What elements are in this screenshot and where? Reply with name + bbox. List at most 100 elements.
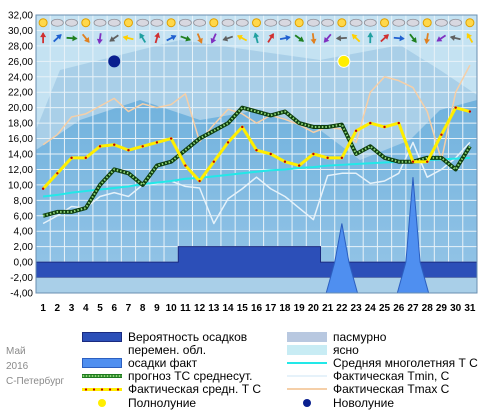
series-fact-avg-point: [98, 145, 102, 148]
sun-icon: [422, 18, 432, 28]
y-tick-label: 8,00: [14, 196, 34, 207]
wind-arrow-icon: [222, 35, 234, 42]
wind-arrow-icon: [66, 35, 78, 42]
legend-label: Фактическая средн. Т С: [128, 382, 262, 397]
moon-markers: [108, 54, 351, 68]
wind-arrow-icon: [351, 33, 361, 43]
legend-item-fact_tmin: Фактическая Tmin, C: [287, 369, 449, 383]
legend-swatch: [303, 398, 311, 407]
wind-arrow-icon: [166, 35, 177, 42]
wind-arrow-head: [335, 35, 342, 42]
new-moon-marker: [108, 55, 121, 68]
wind-arrow-head: [84, 37, 90, 43]
x-tick-label: 17: [265, 303, 277, 314]
series-fact-avg-point: [397, 121, 400, 125]
caption-year: 2016: [6, 361, 29, 372]
x-tick-label: 25: [379, 303, 391, 314]
wind-arrow-icon: [335, 35, 347, 42]
cloud-icon: [178, 18, 192, 27]
wind-arrow-icon: [96, 33, 103, 45]
y-tick-label: 32,00: [8, 11, 33, 22]
legend-swatch: [82, 374, 122, 379]
sky-light-band: [36, 15, 477, 130]
y-tick-label: 26,00: [8, 57, 33, 68]
series-fact-avg-point: [184, 164, 187, 167]
wind-arrow-head: [310, 38, 317, 45]
wind-arrow-head: [139, 33, 145, 39]
wind-arrow-icon: [294, 34, 305, 42]
wind-arrow-head: [253, 32, 260, 38]
wind-arrow-head: [96, 38, 103, 45]
legend-swatch: [82, 357, 122, 368]
legend-swatch: [82, 387, 122, 391]
legend-item-fact_avg: Фактическая средн. Т С: [82, 382, 262, 397]
wind-arrow-head: [210, 37, 217, 44]
series-fact_tmin: [42, 141, 471, 225]
series-fact-avg-point: [41, 187, 45, 190]
wind-arrow-icon: [81, 33, 90, 43]
series-fact-avg-point: [454, 106, 457, 109]
series-fact-avg-point: [283, 160, 287, 163]
wind-arrow-icon: [40, 32, 47, 44]
caption: Май 2016 С-Петербург: [6, 344, 64, 389]
x-tick-label: 6: [111, 303, 117, 314]
wind-arrow-head: [449, 35, 456, 41]
cloud-icon: [321, 18, 335, 27]
legend-label: Вероятность осадков: [128, 329, 248, 344]
legend-label: Средняя многолетняя Т С: [333, 355, 478, 370]
x-tick-label: 4: [83, 303, 89, 314]
legend-item-overcast: пасмурно: [287, 330, 386, 344]
caption-city: С-Петербург: [6, 376, 65, 387]
x-tick-label: 23: [351, 303, 363, 314]
x-tick-label: 16: [251, 303, 263, 314]
x-tick-label: 15: [237, 303, 249, 314]
legend-item-forecast_t: прогноз ТС среднесут.: [82, 369, 252, 383]
y-tick-label: 0,00: [14, 258, 34, 269]
x-tick-label: 2: [55, 303, 61, 314]
wind-arrow-head: [40, 32, 47, 38]
cloud-icon: [221, 18, 235, 27]
x-tick-label: 3: [69, 303, 75, 314]
x-tick-label: 9: [154, 303, 160, 314]
legend-swatch: [287, 388, 327, 391]
x-tick-label: 8: [140, 303, 146, 314]
wind-arrow-icon: [253, 32, 260, 44]
wind-arrow-icon: [109, 34, 119, 42]
cloud-icon: [264, 18, 278, 27]
wind-arrow-icon: [310, 33, 317, 45]
cloud-icon: [449, 18, 463, 27]
sun-icon: [123, 18, 133, 28]
x-tick-label: 22: [336, 303, 348, 314]
series-fact-avg-point: [468, 110, 472, 113]
x-axis-labels: 1 2 3 4 5 6 7 8 9 10 11 12 13 14 15 16 17 18 19 20 21 22 23 24 2…: [40, 303, 476, 314]
y-tick-label: -4,00: [10, 289, 33, 300]
wind-arrow-icon: [122, 35, 134, 41]
x-tick-label: 27: [407, 303, 419, 314]
wind-arrow-head: [170, 35, 177, 41]
cloud-icon: [235, 18, 249, 27]
series-fact-avg-point: [212, 160, 216, 163]
x-tick-label: 21: [322, 303, 334, 314]
wind-arrow-icon: [236, 35, 248, 42]
plot-frame: [35, 14, 478, 294]
wind-arrow-icon: [380, 34, 389, 43]
y-tick-label: 6,00: [14, 211, 34, 222]
y-tick-label: -2,00: [10, 273, 33, 284]
legend-item-full_moon: Полнолуние: [82, 396, 196, 410]
legend-swatch: [82, 331, 122, 342]
cloud-icon: [363, 18, 377, 27]
cloud-icon: [136, 18, 150, 27]
sun-icon: [337, 18, 347, 28]
series-fact-avg-point: [198, 179, 201, 183]
legend-swatch: [287, 375, 327, 378]
wind-arrow-head: [367, 32, 374, 38]
sun-icon: [380, 18, 390, 28]
legend-item-norm_t: Средняя многолетняя Т С: [287, 355, 478, 370]
legend-swatch: [287, 361, 327, 364]
x-tick-label: 30: [450, 303, 462, 314]
x-tick-label: 26: [393, 303, 405, 314]
wind-arrow-icon: [323, 33, 332, 43]
series-fact-avg-point: [354, 129, 358, 133]
series-lines: [41, 64, 472, 225]
x-tick-label: 14: [222, 303, 234, 314]
